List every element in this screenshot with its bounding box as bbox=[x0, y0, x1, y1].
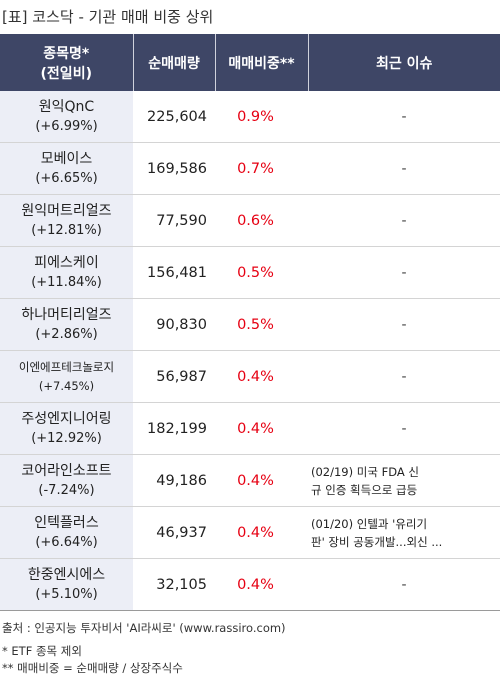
recent-issue: - bbox=[308, 194, 500, 247]
stock-cell: 피에스케이 (+11.84%) bbox=[0, 246, 133, 299]
recent-issue: - bbox=[308, 142, 500, 195]
table-row: 원익머트리얼즈 (+12.81%) 77,590 0.6% - bbox=[0, 194, 500, 247]
stock-change: (+12.92%) bbox=[31, 430, 102, 446]
stock-change: (+7.45%) bbox=[38, 378, 95, 393]
recent-issue: - bbox=[308, 91, 500, 143]
net-volume: 169,586 bbox=[133, 142, 215, 195]
stock-name: 원익QnC bbox=[38, 98, 95, 115]
issue-text-line1: (01/20) 인텔과 '유리기 bbox=[311, 516, 428, 531]
footnote-etf: * ETF 종목 제외 bbox=[2, 644, 82, 658]
issue-text-line1: (02/19) 미국 FDA 신 bbox=[311, 464, 419, 479]
stock-name: 피에스케이 bbox=[34, 254, 99, 271]
stock-change: (+11.84%) bbox=[31, 274, 102, 290]
header-ratio: 매매비중** bbox=[215, 34, 309, 91]
table-row: 하나머티리얼즈 (+2.86%) 90,830 0.5% - bbox=[0, 298, 500, 351]
trade-ratio: 0.7% bbox=[215, 142, 308, 195]
stock-change: (+5.10%) bbox=[35, 586, 98, 602]
table-row: 모베이스 (+6.65%) 169,586 0.7% - bbox=[0, 142, 500, 195]
stock-change: (+2.86%) bbox=[35, 326, 98, 342]
header-row: 종목명* (전일비) 순매매량 매매비중** 최근 이슈 bbox=[0, 34, 500, 91]
recent-issue: - bbox=[308, 246, 500, 299]
stock-cell: 한중엔시에스 (+5.10%) bbox=[0, 558, 133, 611]
stock-cell: 모베이스 (+6.65%) bbox=[0, 142, 133, 195]
trade-ratio: 0.9% bbox=[215, 91, 308, 143]
trade-ratio: 0.4% bbox=[215, 350, 308, 403]
header-name-line2: (전일비) bbox=[40, 65, 92, 82]
trade-ratio: 0.6% bbox=[215, 194, 308, 247]
net-volume: 32,105 bbox=[133, 558, 215, 611]
table-row: 한중엔시에스 (+5.10%) 32,105 0.4% - bbox=[0, 558, 500, 611]
issue-text-line2: 규 인증 획득으로 급등 bbox=[311, 482, 418, 497]
trading-ratio-table: 종목명* (전일비) 순매매량 매매비중** 최근 이슈 원익QnC (+6.9… bbox=[0, 34, 500, 611]
recent-issue: (01/20) 인텔과 '유리기 판' 장비 공동개발...외신 ... bbox=[308, 506, 500, 559]
recent-issue: (02/19) 미국 FDA 신 규 인증 획득으로 급등 bbox=[308, 454, 500, 507]
source-note: 출처 : 인공지능 투자비서 'AI라씨로' (www.rassiro.com) bbox=[2, 621, 286, 635]
issue-text-line2: 판' 장비 공동개발...외신 ... bbox=[311, 534, 443, 549]
stock-name: 모베이스 bbox=[40, 150, 93, 167]
net-volume: 90,830 bbox=[133, 298, 215, 351]
header-issue: 최근 이슈 bbox=[308, 34, 500, 91]
stock-change: (-7.24%) bbox=[38, 482, 95, 498]
table-row: 이엔에프테크놀로지 (+7.45%) 56,987 0.4% - bbox=[0, 350, 500, 403]
trade-ratio: 0.4% bbox=[215, 454, 308, 507]
footnote-ratio: ** 매매비중 = 순매매량 / 상장주식수 bbox=[2, 661, 183, 675]
trade-ratio: 0.5% bbox=[215, 298, 308, 351]
net-volume: 156,481 bbox=[133, 246, 215, 299]
stock-cell: 이엔에프테크놀로지 (+7.45%) bbox=[0, 350, 133, 403]
recent-issue: - bbox=[308, 350, 500, 403]
header-name: 종목명* (전일비) bbox=[0, 34, 134, 91]
recent-issue: - bbox=[308, 558, 500, 611]
footnotes: * ETF 종목 제외 ** 매매비중 = 순매매량 / 상장주식수 bbox=[0, 643, 500, 677]
header-volume: 순매매량 bbox=[133, 34, 216, 91]
stock-cell: 코어라인소프트 (-7.24%) bbox=[0, 454, 133, 507]
net-volume: 77,590 bbox=[133, 194, 215, 247]
stock-cell: 주성엔지니어링 (+12.92%) bbox=[0, 402, 133, 455]
table-row: 인텍플러스 (+6.64%) 46,937 0.4% (01/20) 인텔과 '… bbox=[0, 506, 500, 559]
net-volume: 56,987 bbox=[133, 350, 215, 403]
stock-cell: 원익머트리얼즈 (+12.81%) bbox=[0, 194, 133, 247]
stock-name: 한중엔시에스 bbox=[27, 566, 106, 583]
table-title: [표] 코스닥 - 기관 매매 비중 상위 bbox=[2, 8, 214, 26]
stock-name: 코어라인소프트 bbox=[21, 462, 112, 479]
header-name-line1: 종목명* bbox=[43, 45, 90, 62]
stock-change: (+6.64%) bbox=[35, 534, 98, 550]
stock-name: 원익머트리얼즈 bbox=[21, 202, 112, 219]
stock-name: 하나머티리얼즈 bbox=[21, 306, 112, 323]
recent-issue: - bbox=[308, 298, 500, 351]
trade-ratio: 0.4% bbox=[215, 506, 308, 559]
recent-issue: - bbox=[308, 402, 500, 455]
stock-change: (+6.99%) bbox=[35, 118, 98, 134]
trade-ratio: 0.5% bbox=[215, 246, 308, 299]
stock-change: (+6.65%) bbox=[35, 170, 98, 186]
net-volume: 49,186 bbox=[133, 454, 215, 507]
stock-name: 주성엔지니어링 bbox=[21, 410, 112, 427]
stock-cell: 하나머티리얼즈 (+2.86%) bbox=[0, 298, 133, 351]
stock-name: 인텍플러스 bbox=[34, 514, 99, 531]
stock-change: (+12.81%) bbox=[31, 222, 102, 238]
table-row: 주성엔지니어링 (+12.92%) 182,199 0.4% - bbox=[0, 402, 500, 455]
net-volume: 225,604 bbox=[133, 91, 215, 143]
table-row: 피에스케이 (+11.84%) 156,481 0.5% - bbox=[0, 246, 500, 299]
net-volume: 182,199 bbox=[133, 402, 215, 455]
table-row: 코어라인소프트 (-7.24%) 49,186 0.4% (02/19) 미국 … bbox=[0, 454, 500, 507]
trade-ratio: 0.4% bbox=[215, 558, 308, 611]
trade-ratio: 0.4% bbox=[215, 402, 308, 455]
net-volume: 46,937 bbox=[133, 506, 215, 559]
stock-name: 이엔에프테크놀로지 bbox=[18, 359, 115, 374]
stock-cell: 인텍플러스 (+6.64%) bbox=[0, 506, 133, 559]
table-row: 원익QnC (+6.99%) 225,604 0.9% - bbox=[0, 91, 500, 143]
stock-cell: 원익QnC (+6.99%) bbox=[0, 91, 133, 143]
